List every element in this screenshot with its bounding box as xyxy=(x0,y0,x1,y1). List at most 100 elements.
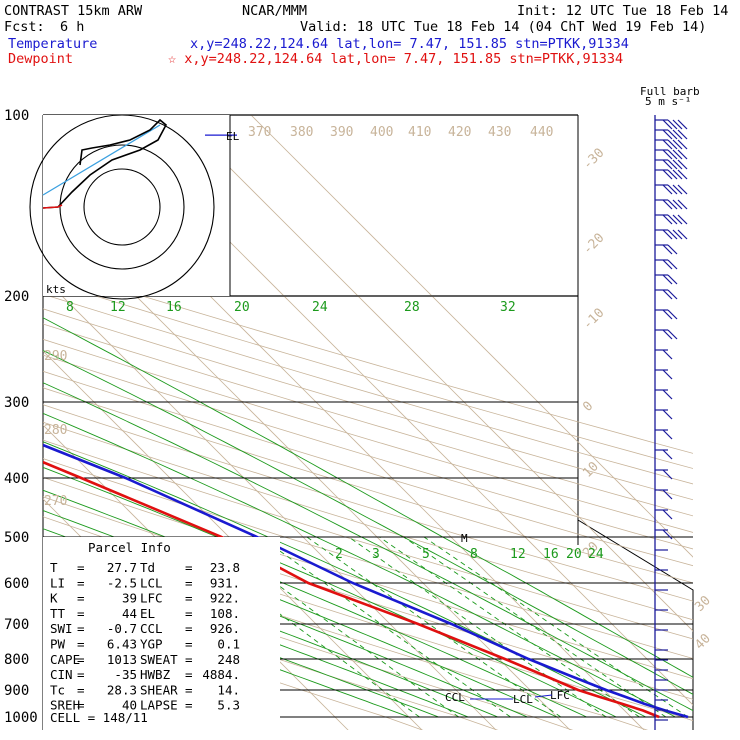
wind-barb-flag xyxy=(662,139,673,150)
parcel-cell: = xyxy=(77,698,85,713)
dry-adiabat xyxy=(43,421,693,621)
lcl-label: LCL xyxy=(513,693,533,706)
temperature-curve xyxy=(43,443,689,719)
parcel-cell: = xyxy=(185,606,193,621)
parcel-cell: SREH xyxy=(50,698,80,713)
pressure-label: 200 xyxy=(4,289,29,305)
theta-label: 430 xyxy=(488,125,511,140)
parcel-cell: = xyxy=(185,621,193,636)
theta-label: 410 xyxy=(408,125,431,140)
wind-barb-flag xyxy=(662,429,673,440)
parcel-cell: CIN xyxy=(50,667,73,682)
theta-label: 420 xyxy=(448,125,471,140)
parcel-cell: -2.5 xyxy=(107,575,137,590)
wind-barb-flag xyxy=(677,139,688,150)
wind-barb-flag xyxy=(672,169,683,180)
wind-barb-flag xyxy=(677,169,688,180)
hodograph-low-trace xyxy=(42,204,63,209)
valid-time: Valid: 18 UTC Tue 18 Feb 14 (04 ChT Wed … xyxy=(300,19,706,35)
hodograph-shear-line xyxy=(42,124,161,196)
forecast-label: Fcst: xyxy=(4,19,45,35)
parcel-cell: LFC xyxy=(140,591,163,606)
wind-barb xyxy=(655,469,673,480)
mixing-ratio-label: 28 xyxy=(404,300,420,315)
wind-barb-flag xyxy=(662,349,673,360)
parcel-cell: 28.3 xyxy=(107,682,137,697)
wind-barb-flag xyxy=(662,129,673,140)
wind-barb xyxy=(655,119,688,130)
parcel-cell: = xyxy=(185,698,193,713)
parcel-cell: SWEAT xyxy=(140,652,178,667)
wind-barb-flag xyxy=(667,309,678,320)
mixing-ratio-line xyxy=(306,536,562,718)
hodograph-trace xyxy=(42,118,168,209)
mixing-ratio-label: 32 xyxy=(500,300,516,315)
dewpoint-curve xyxy=(43,460,660,719)
dry-adiabat xyxy=(43,338,693,533)
parcel-cell: 14. xyxy=(217,682,240,697)
isotherm-label: -30 xyxy=(580,146,607,173)
parcel-title: Parcel Info xyxy=(88,540,171,555)
isotherm-label: -10 xyxy=(580,306,607,333)
parcel-rows: T = 27.7 Td = 23.8 LI = -2.5 LCL = 931. K = 39 LFC = 922.… xyxy=(50,560,240,713)
parcel-cell: TT xyxy=(50,606,66,621)
pressure-label: 600 xyxy=(4,576,29,592)
parcel-cell: CELL = 148/11 xyxy=(50,710,148,725)
wind-barb xyxy=(655,329,678,340)
parcel-cell: 27.7 xyxy=(107,560,137,575)
wind-barb-flag xyxy=(672,229,683,240)
parcel-cell: SHEAR xyxy=(140,682,178,697)
isotherm-label: -20 xyxy=(580,231,607,258)
parcel-cell: 5.3 xyxy=(217,698,240,713)
dry-adiabat xyxy=(43,601,424,730)
wind-barb-flag xyxy=(672,199,683,210)
isotherm-line xyxy=(43,350,423,730)
pressure-label: 400 xyxy=(4,471,29,487)
parcel-cell: 4884. xyxy=(202,667,240,682)
theta-label: 270 xyxy=(44,494,67,509)
dewpoint-label: Dewpoint xyxy=(8,51,73,67)
mixing-ratio-line xyxy=(260,536,511,718)
wind-barb-flag xyxy=(672,184,683,195)
pressure-label: 100 xyxy=(4,108,29,124)
mixing-ratio-label: 20 xyxy=(234,300,250,315)
wind-barb-flag xyxy=(672,214,683,225)
wind-barb-flag xyxy=(662,244,673,255)
pressure-label: 700 xyxy=(4,617,29,633)
wind-barb-flag xyxy=(677,119,688,130)
wind-barb-flag xyxy=(662,169,673,180)
wind-barb-flag xyxy=(677,159,688,170)
ccl-label: CCL xyxy=(445,691,465,704)
wind-barb xyxy=(655,449,673,460)
wind-barb xyxy=(655,429,673,440)
parcel-cell: = xyxy=(185,652,193,667)
wind-barb xyxy=(655,229,688,240)
theta-label: 280 xyxy=(44,423,67,438)
wind-barbs xyxy=(654,115,688,730)
theta-label: 390 xyxy=(330,125,353,140)
hodograph: kts xyxy=(29,114,231,300)
mixing-ratio-line xyxy=(348,536,607,718)
parcel-cell: 922. xyxy=(210,591,240,606)
dry-adiabat xyxy=(43,293,693,485)
isotherm-label: 30 xyxy=(692,593,714,615)
wind-barb-flag xyxy=(667,289,678,300)
parcel-cell: Tc xyxy=(50,682,65,697)
pressure-label: 800 xyxy=(4,652,29,668)
wind-barb xyxy=(655,184,688,195)
dry-adiabat xyxy=(43,458,693,659)
wind-barb-flag xyxy=(662,509,673,520)
wind-barb-flag xyxy=(677,199,688,210)
theta-label: 290 xyxy=(44,349,67,364)
parcel-cell: 108. xyxy=(210,606,240,621)
dry-adiabat xyxy=(43,308,693,501)
wind-barb-flag xyxy=(667,184,678,195)
wind-barb xyxy=(655,214,688,225)
wind-barb-flag xyxy=(662,329,673,340)
mixing-ratio-label: 2 xyxy=(335,547,343,562)
wind-barb-flag xyxy=(662,289,673,300)
parcel-cell: T xyxy=(50,560,58,575)
parcel-cell: = xyxy=(185,667,193,682)
dry-adiabat xyxy=(43,265,693,454)
org-label: NCAR/MMM xyxy=(242,3,307,19)
